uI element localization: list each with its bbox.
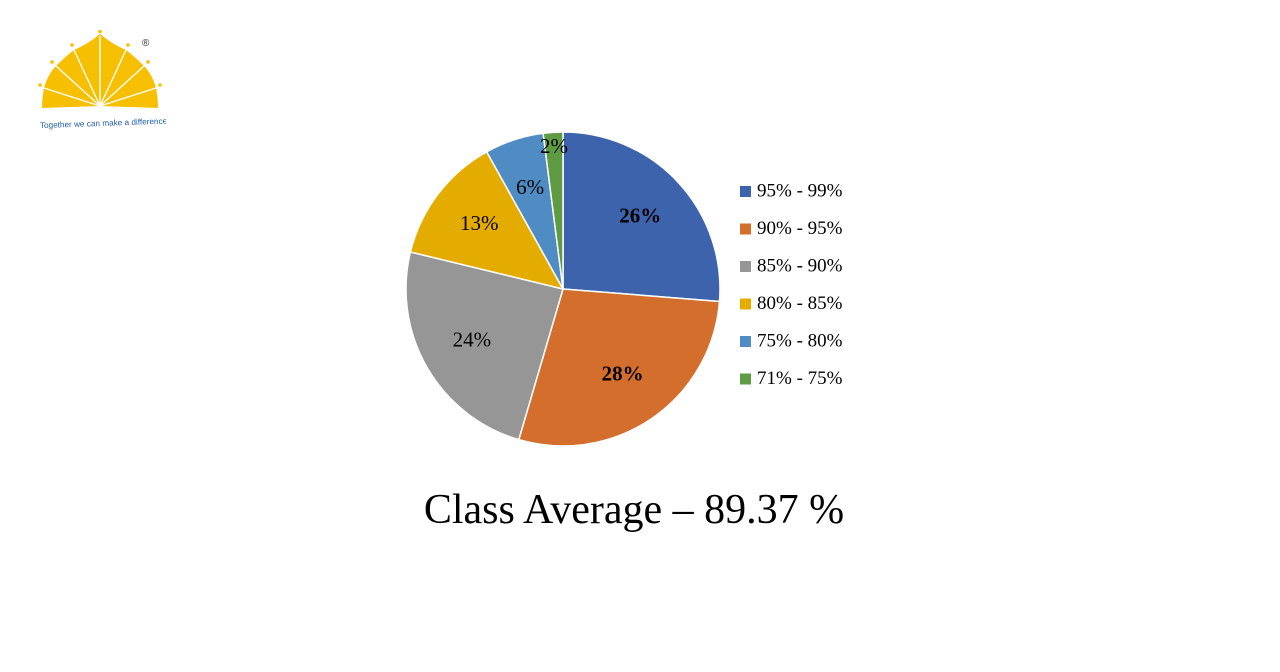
pie-slice	[542, 131, 564, 290]
pie-data-labels: 26% 28% 24% 13% 6% 2%	[453, 134, 662, 386]
pie-data-label: 26%	[619, 203, 661, 227]
legend-swatch	[740, 223, 751, 235]
legend-swatch	[740, 186, 751, 197]
pie-slice	[562, 131, 721, 303]
sunburst-icon	[38, 30, 162, 108]
pie-slice	[517, 288, 721, 447]
legend-label: 80% - 85%	[757, 293, 843, 314]
legend-label: 71% - 75%	[757, 368, 843, 389]
legend-label: 85% - 90%	[757, 255, 843, 276]
registered-mark: ®	[142, 38, 150, 49]
logo-tagline: Together we can make a difference	[40, 117, 166, 130]
legend-label: 90% - 95%	[757, 218, 843, 239]
legend-label: 75% - 80%	[757, 330, 843, 351]
chart-legend: 95% - 99% 90% - 95% 85% - 90% 80% - 85% 75% …	[740, 180, 843, 389]
legend-swatch	[740, 298, 751, 310]
pie-data-label: 28%	[602, 361, 644, 385]
pie-data-label: 6%	[516, 175, 544, 199]
company-logo: ® Together we can make a difference	[38, 30, 166, 130]
pie-data-label: 13%	[460, 211, 499, 235]
pie-slice	[405, 251, 564, 441]
pie-slice	[409, 150, 565, 291]
legend-swatch	[740, 261, 751, 272]
pie-data-label: 24%	[453, 327, 492, 351]
pie-data-label: 2%	[540, 134, 568, 158]
legend-swatch	[740, 336, 751, 347]
class-average-title: Class Average – 89.37 %	[423, 487, 845, 533]
legend-swatch	[740, 373, 751, 385]
legend-label: 95% - 99%	[757, 180, 843, 201]
pie-slices	[405, 131, 721, 447]
